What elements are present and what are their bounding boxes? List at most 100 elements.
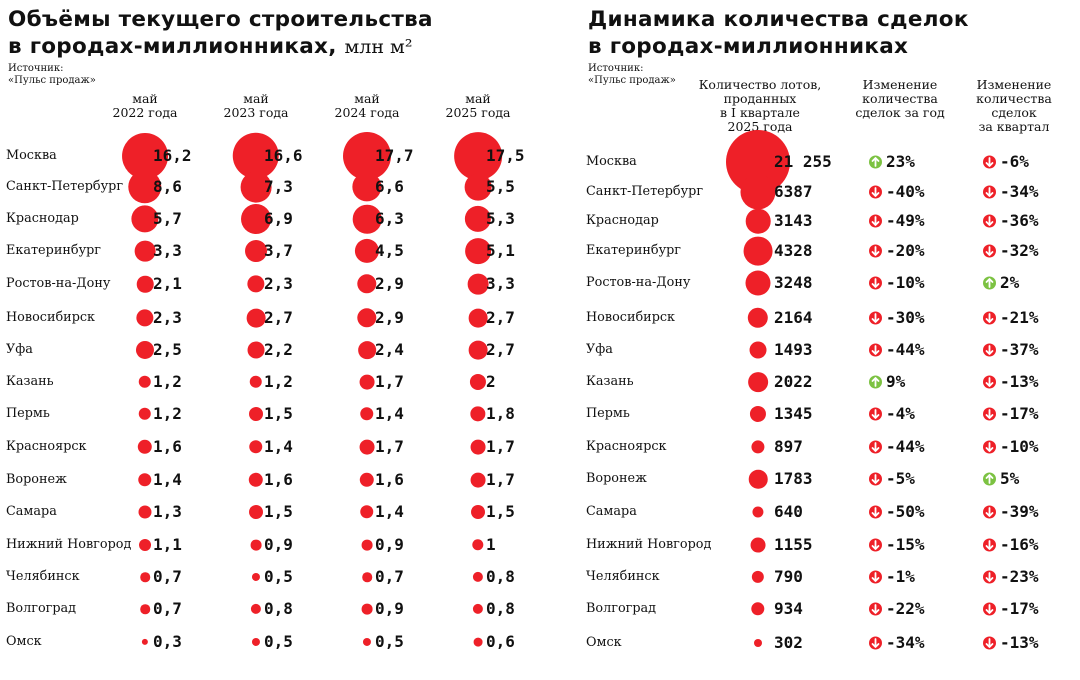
value-label: 2,3	[153, 308, 182, 327]
value-label: 0,5	[375, 632, 404, 651]
year-change-value: -50%	[886, 502, 925, 521]
value-label: 1,4	[264, 437, 293, 456]
value-label: 0,7	[375, 567, 404, 586]
column-header-line2: 2025 года	[445, 105, 511, 120]
column-header-line: за квартал	[978, 119, 1050, 134]
value-bubble	[135, 340, 155, 360]
value-label: 1,7	[486, 437, 515, 456]
value-label: 1,2	[153, 404, 182, 423]
arrow-down-icon	[983, 407, 996, 421]
arrow-up-icon	[983, 276, 996, 290]
column-header-3: май 2024 года	[334, 92, 399, 120]
value-bubble	[248, 472, 264, 488]
quarter-change-value: -34%	[1000, 182, 1039, 201]
deals-dynamics-chart: Динамика количества сделок в городах-мил…	[580, 0, 1080, 680]
value-label: 0,8	[486, 567, 515, 586]
city-label: Казань	[6, 374, 54, 389]
value-bubble	[134, 240, 156, 262]
value-label: 0,7	[153, 567, 182, 586]
city-label: Красноярск	[6, 439, 87, 454]
city-label: Уфа	[586, 342, 613, 357]
value-label: 2,5	[153, 340, 182, 359]
city-label: Екатеринбург	[6, 243, 102, 258]
arrow-down-icon	[869, 440, 882, 454]
value-bubble	[454, 132, 502, 180]
arrow-down-icon	[983, 538, 996, 552]
lots-value: 3143	[774, 211, 813, 230]
value-label: 5,5	[486, 177, 515, 196]
lots-value: 1345	[774, 404, 813, 423]
value-label: 0,6	[486, 632, 515, 651]
value-label: 2,7	[264, 308, 293, 327]
right-source-name: «Пульс продаж»	[588, 75, 676, 86]
city-label: Москва	[586, 154, 637, 169]
value-bubble	[361, 603, 373, 615]
value-bubble	[139, 539, 151, 551]
value-bubble	[470, 406, 486, 422]
quarter-change-value: -17%	[1000, 599, 1039, 618]
value-label: 0,5	[264, 567, 293, 586]
left-source: Источник: «Пульс продаж»	[8, 63, 96, 87]
left-title-line2: в городах-миллионниках,	[8, 34, 337, 59]
value-label: 1,2	[264, 372, 293, 391]
quarter-change-value: -13%	[1000, 633, 1039, 652]
lots-bubble	[745, 208, 771, 234]
city-label: Волгоград	[586, 601, 657, 616]
value-bubble	[249, 505, 263, 519]
column-header-4: май 2025 года	[445, 92, 510, 120]
column-header-line: Количество лотов,	[698, 77, 822, 92]
city-label: Санкт-Петербург	[586, 184, 704, 199]
lots-value: 934	[774, 599, 803, 618]
lots-bubble	[748, 469, 768, 489]
arrow-up-icon	[983, 472, 996, 486]
arrow-down-icon	[869, 407, 882, 421]
arrow-up-icon	[869, 375, 882, 389]
value-label: 2,7	[486, 340, 515, 359]
value-bubble	[137, 439, 153, 455]
value-label: 1,3	[153, 502, 182, 521]
value-bubble	[246, 308, 266, 328]
arrow-down-icon	[869, 570, 882, 584]
value-label: 3,7	[264, 241, 293, 260]
value-label: 5,1	[486, 241, 515, 260]
value-bubble	[240, 171, 272, 203]
value-bubble	[343, 132, 391, 180]
value-label: 1,7	[375, 437, 404, 456]
column-header-line2: 2023 года	[223, 105, 289, 120]
lots-bubble	[749, 405, 767, 423]
lots-value: 790	[774, 567, 803, 586]
value-bubble	[140, 604, 150, 614]
value-label: 17,5	[486, 146, 525, 165]
value-bubble	[359, 374, 375, 390]
lots-bubble	[754, 639, 762, 647]
value-label: 4,5	[375, 241, 404, 260]
value-bubble	[468, 340, 488, 360]
lots-value: 6387	[774, 182, 813, 201]
right-source: Источник: «Пульс продаж»	[588, 63, 676, 87]
value-label: 0,8	[264, 599, 293, 618]
left-chart-title: Объёмы текущего строительства в городах-…	[8, 6, 433, 61]
value-label: 8,6	[153, 177, 182, 196]
value-bubble	[251, 572, 261, 582]
value-label: 7,3	[264, 177, 293, 196]
lots-value: 1783	[774, 469, 813, 488]
column-header-line1: май	[465, 91, 491, 106]
quarter-change-value: -13%	[1000, 372, 1039, 391]
column-header-line: 2025 года	[727, 119, 793, 134]
lots-bubble	[748, 372, 768, 392]
city-label: Волгоград	[6, 601, 77, 616]
lots-value: 3248	[774, 273, 813, 292]
value-label: 3,3	[486, 274, 515, 293]
column-header-line: Изменение	[976, 77, 1052, 92]
lots-bubble	[752, 506, 764, 518]
value-bubble	[464, 205, 492, 233]
value-bubble	[360, 505, 374, 519]
value-bubble	[247, 341, 265, 359]
value-bubble	[354, 238, 380, 264]
value-label: 0,3	[153, 632, 182, 651]
value-bubble	[362, 572, 372, 582]
year-change-value: 23%	[886, 152, 915, 171]
value-label: 1,4	[375, 404, 404, 423]
year-change-value: -40%	[886, 182, 925, 201]
year-change-value: -15%	[886, 535, 925, 554]
